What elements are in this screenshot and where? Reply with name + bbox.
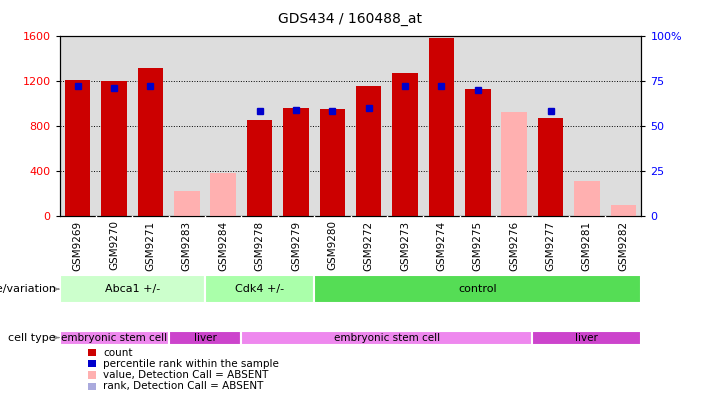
Bar bbox=[138, 68, 163, 216]
Bar bbox=[320, 109, 345, 216]
Text: genotype/variation: genotype/variation bbox=[0, 284, 56, 294]
Text: GSM9275: GSM9275 bbox=[472, 221, 483, 270]
Text: GSM9274: GSM9274 bbox=[437, 221, 447, 270]
Bar bbox=[283, 108, 308, 216]
Text: cell type: cell type bbox=[8, 333, 56, 343]
Text: GSM9283: GSM9283 bbox=[182, 221, 192, 270]
Text: GSM9270: GSM9270 bbox=[109, 221, 119, 270]
Bar bbox=[210, 173, 236, 216]
Bar bbox=[393, 73, 418, 216]
Bar bbox=[205, 275, 314, 303]
Text: GSM9281: GSM9281 bbox=[582, 221, 592, 270]
Bar bbox=[501, 112, 527, 216]
Bar bbox=[247, 120, 272, 216]
Bar bbox=[574, 181, 599, 216]
Text: GSM9279: GSM9279 bbox=[291, 221, 301, 270]
Bar bbox=[465, 89, 491, 216]
Text: GSM9271: GSM9271 bbox=[146, 221, 156, 270]
Text: value, Detection Call = ABSENT: value, Detection Call = ABSENT bbox=[103, 370, 268, 380]
Text: GSM9282: GSM9282 bbox=[618, 221, 628, 270]
Text: GSM9278: GSM9278 bbox=[254, 221, 264, 270]
Bar bbox=[60, 275, 205, 303]
Text: GSM9284: GSM9284 bbox=[218, 221, 229, 270]
Bar bbox=[169, 331, 241, 345]
Text: embryonic stem cell: embryonic stem cell bbox=[334, 333, 440, 343]
Bar bbox=[174, 191, 200, 216]
Text: control: control bbox=[458, 284, 497, 294]
Bar bbox=[102, 81, 127, 216]
Bar bbox=[356, 86, 381, 216]
Bar bbox=[429, 38, 454, 216]
Bar bbox=[314, 275, 641, 303]
Bar bbox=[60, 331, 169, 345]
Bar bbox=[65, 80, 90, 216]
Text: GSM9280: GSM9280 bbox=[327, 221, 337, 270]
Text: Cdk4 +/-: Cdk4 +/- bbox=[235, 284, 284, 294]
Text: GSM9273: GSM9273 bbox=[400, 221, 410, 270]
Bar bbox=[532, 331, 641, 345]
Text: GSM9277: GSM9277 bbox=[545, 221, 555, 270]
Text: GSM9272: GSM9272 bbox=[364, 221, 374, 270]
Text: embryonic stem cell: embryonic stem cell bbox=[61, 333, 168, 343]
Text: Abca1 +/-: Abca1 +/- bbox=[104, 284, 160, 294]
Bar bbox=[611, 205, 636, 216]
Text: count: count bbox=[103, 348, 132, 358]
Bar bbox=[241, 331, 532, 345]
Text: rank, Detection Call = ABSENT: rank, Detection Call = ABSENT bbox=[103, 381, 264, 391]
Text: GSM9269: GSM9269 bbox=[73, 221, 83, 270]
Text: liver: liver bbox=[576, 333, 599, 343]
Text: GSM9276: GSM9276 bbox=[509, 221, 519, 270]
Bar bbox=[538, 118, 563, 216]
Text: percentile rank within the sample: percentile rank within the sample bbox=[103, 359, 279, 369]
Text: liver: liver bbox=[193, 333, 217, 343]
Text: GDS434 / 160488_at: GDS434 / 160488_at bbox=[278, 12, 423, 26]
